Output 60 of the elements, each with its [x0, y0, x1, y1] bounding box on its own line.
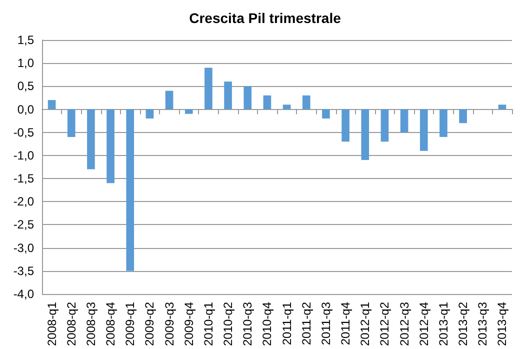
bar: [244, 86, 252, 110]
x-tick-label: 2010-q1: [201, 302, 216, 346]
bar: [165, 90, 174, 110]
bar: [459, 109, 467, 124]
x-tick-label: 2011-q2: [299, 302, 314, 346]
x-tick-label: 2009-q4: [182, 302, 196, 346]
x-tick-label: 2012-q3: [397, 302, 412, 346]
bar: [440, 109, 448, 137]
y-tick-label: -2,5: [13, 218, 34, 232]
bar: [322, 109, 330, 118]
x-tick-label: 2012-q1: [358, 302, 372, 346]
bar: [400, 109, 408, 132]
bar: [146, 109, 154, 118]
bar: [126, 109, 134, 271]
y-tick-label: 0,5: [17, 79, 34, 94]
bar: [224, 82, 232, 110]
x-tick-label: 2009-q1: [123, 302, 138, 346]
y-tick-label: -0,5: [13, 125, 34, 140]
bar: [184, 109, 193, 114]
bar: [302, 95, 310, 110]
x-tick-label: 2012-q4: [416, 302, 431, 346]
x-tick-label: 2011-q3: [318, 302, 333, 346]
y-tick-label: 1,5: [17, 33, 34, 47]
x-tick-label: 2010-q3: [240, 302, 255, 346]
bar: [498, 104, 506, 110]
x-tick-label: 2011-q1: [280, 302, 294, 346]
bar: [48, 100, 56, 110]
bar: [106, 109, 114, 184]
y-tick-label: -3,5: [13, 264, 34, 278]
bar: [282, 104, 291, 110]
x-tick-label: 2009-q3: [162, 302, 176, 346]
x-tick-label: 2009-q2: [142, 302, 157, 346]
y-tick-label: 0,0: [17, 102, 34, 116]
x-tick-label: 2008-q4: [104, 302, 118, 346]
bar: [87, 109, 95, 170]
x-tick-label: 2010-q4: [260, 302, 274, 346]
bar: [342, 109, 350, 142]
y-tick-label: -1,0: [13, 148, 34, 162]
bar: [380, 109, 389, 142]
bar: [204, 68, 212, 110]
x-tick-label: 2013-q4: [495, 302, 510, 346]
y-tick-label: 1,0: [17, 56, 34, 70]
x-tick-label: 2013-q3: [476, 302, 490, 346]
x-tick-label: 2013-q1: [436, 302, 450, 346]
x-tick-label: 2010-q2: [221, 302, 236, 346]
y-tick-label: -4,0: [13, 286, 34, 301]
x-tick-label: 2012-q2: [378, 302, 392, 346]
chart-title: Crescita Pil trimestrale: [189, 10, 342, 26]
y-tick-label: -2,0: [13, 194, 34, 209]
bar: [67, 109, 76, 137]
bar: [420, 109, 428, 151]
bar: [263, 95, 272, 110]
y-tick-label: -3,0: [13, 240, 34, 255]
x-tick-label: 2008-q1: [44, 302, 59, 346]
x-tick-label: 2008-q3: [84, 302, 98, 346]
y-tick-label: -1,5: [13, 172, 34, 186]
x-tick-label: 2013-q2: [456, 302, 470, 346]
bar: [361, 109, 370, 160]
x-tick-label: 2011-q4: [338, 302, 353, 346]
x-tick-label: 2008-q2: [64, 302, 78, 346]
